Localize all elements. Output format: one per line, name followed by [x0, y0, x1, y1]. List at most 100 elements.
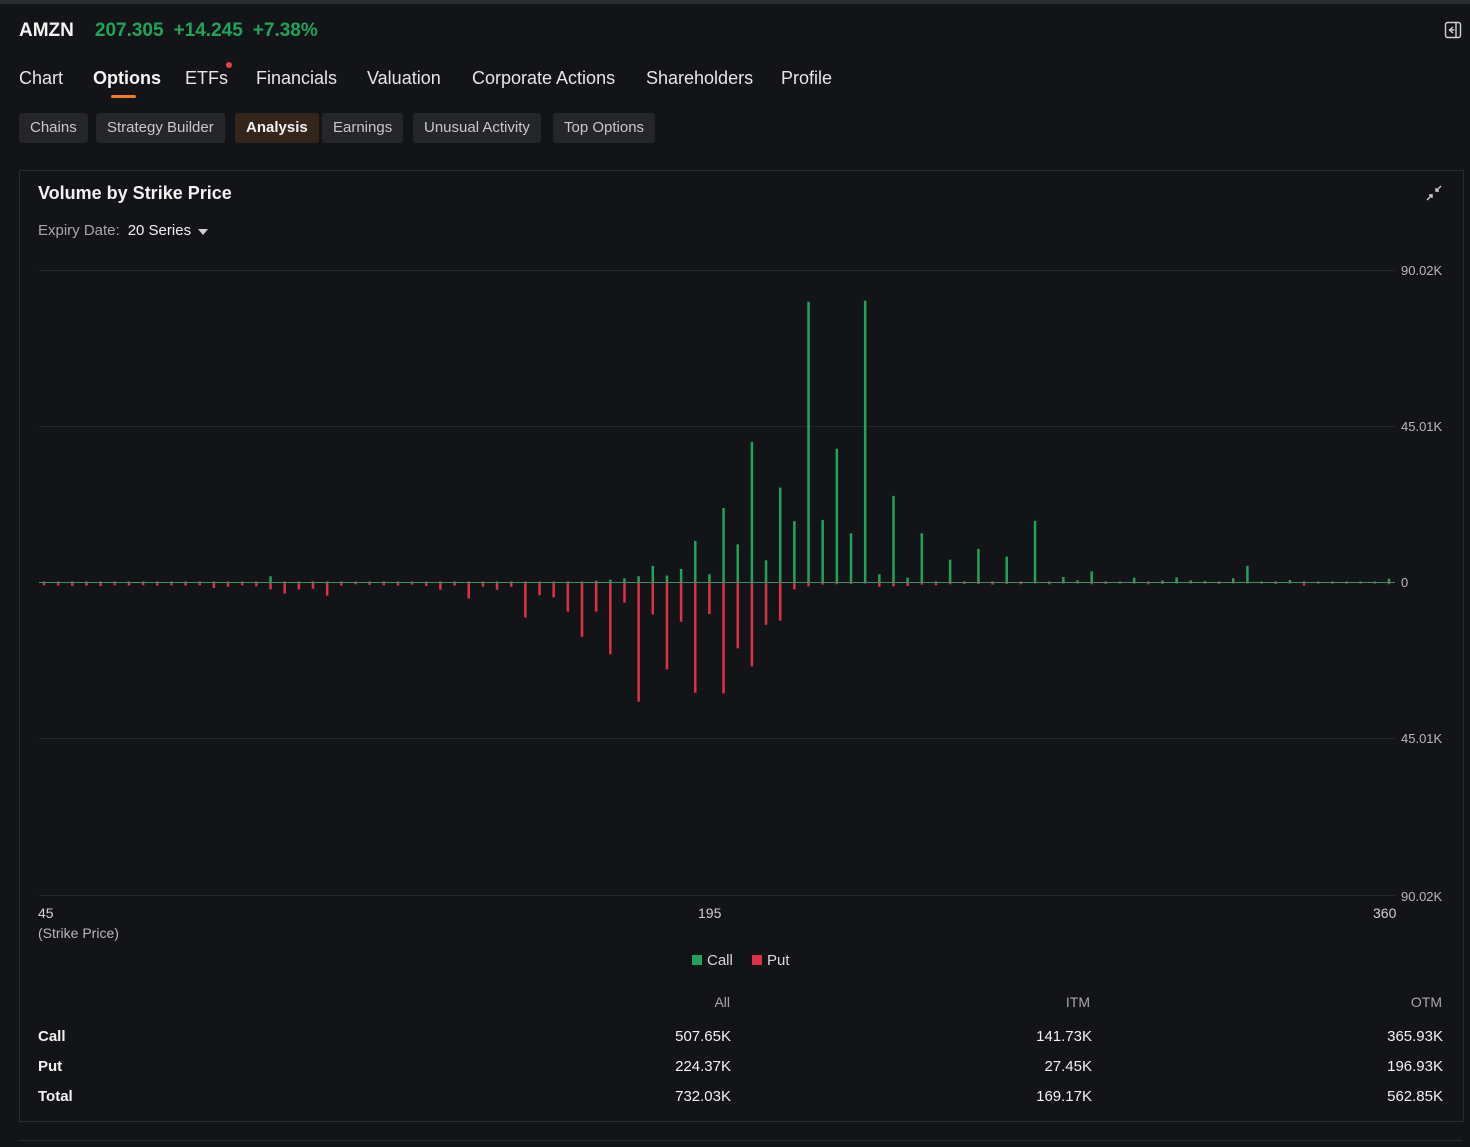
put-bar — [906, 582, 909, 586]
put-bar — [325, 582, 329, 596]
put-bar — [991, 582, 994, 585]
put-bar — [495, 582, 499, 590]
put-bar — [425, 582, 428, 586]
put-bar — [156, 582, 159, 586]
put-bar — [963, 582, 966, 584]
put-bar — [977, 582, 980, 584]
collapse-arrows-icon[interactable] — [1424, 183, 1444, 203]
put-bar — [849, 582, 853, 584]
row-label-call: Call — [38, 1028, 66, 1045]
call-bar — [934, 581, 938, 583]
legend-put-label: Put — [767, 951, 790, 969]
put-all-value: 224.37K — [675, 1058, 731, 1075]
put-bar — [410, 582, 414, 585]
ticker-header: AMZN 207.305 +14.245 +7.38% — [19, 19, 328, 43]
put-bar — [623, 582, 626, 603]
put-bar — [538, 582, 541, 596]
subtab-strategy-builder[interactable]: Strategy Builder — [96, 113, 225, 143]
column-header-itm: ITM — [1065, 994, 1090, 1010]
legend-call[interactable]: Call — [692, 951, 733, 969]
subtab-analysis[interactable]: Analysis — [235, 113, 319, 143]
call-bar — [863, 300, 867, 583]
put-otm-value: 196.93K — [1387, 1058, 1443, 1075]
price-change-percent: +7.38% — [252, 20, 318, 41]
expiry-value[interactable]: 20 Series — [127, 222, 192, 239]
legend-put[interactable]: Put — [752, 951, 790, 969]
tab-etfs[interactable]: ETFs — [185, 68, 228, 88]
put-bar — [1147, 582, 1150, 585]
last-price: 207.305 — [94, 20, 164, 41]
y-tick-label: 0 — [1401, 575, 1409, 590]
put-bar — [1274, 582, 1277, 584]
call-bar — [651, 565, 655, 583]
put-bar — [509, 582, 513, 587]
call-bar — [977, 548, 980, 583]
put-bar — [1345, 582, 1348, 584]
call-bar — [594, 580, 598, 583]
put-bar — [750, 582, 754, 667]
tab-options[interactable]: Options — [93, 68, 161, 88]
call-bar — [1387, 578, 1391, 583]
subtab-chains[interactable]: Chains — [19, 113, 88, 143]
volume-by-strike-card — [19, 170, 1464, 1122]
tab-corporate-actions[interactable]: Corporate Actions — [472, 68, 616, 88]
put-bar — [127, 582, 131, 586]
x-tick-label: 45 — [38, 905, 54, 921]
call-bar — [750, 441, 754, 583]
put-bar — [467, 582, 470, 599]
call-bar — [1260, 581, 1263, 583]
call-swatch — [692, 955, 702, 965]
put-bar — [141, 582, 145, 586]
call-bar — [764, 560, 768, 583]
call-all-value: 507.65K — [675, 1028, 731, 1045]
call-bar — [1246, 565, 1249, 583]
collapse-panel-icon[interactable] — [1444, 21, 1462, 39]
put-bar — [1062, 582, 1065, 584]
put-bar — [439, 582, 442, 590]
tab-profile[interactable]: Profile — [781, 68, 833, 88]
expiry-selector[interactable]: Expiry Date: 20 Series — [38, 222, 209, 239]
call-bar — [1005, 556, 1008, 583]
tab-chart[interactable]: Chart — [19, 68, 64, 88]
put-bar — [368, 582, 371, 585]
subtab-earnings[interactable]: Earnings — [322, 113, 404, 143]
put-bar — [1359, 582, 1362, 584]
x-tick-label: 360 — [1373, 905, 1397, 921]
call-bar — [609, 579, 612, 583]
call-bar — [892, 495, 895, 583]
subtab-top-options[interactable]: Top Options — [553, 113, 656, 143]
put-bar — [1019, 582, 1023, 585]
call-itm-value: 141.73K — [1036, 1028, 1092, 1045]
put-bar — [396, 582, 400, 586]
put-bar — [665, 582, 669, 670]
subtab-unusual-activity[interactable]: Unusual Activity — [413, 113, 541, 143]
total-otm-value: 562.85K — [1387, 1088, 1443, 1105]
put-bar — [1132, 582, 1136, 584]
put-bar — [793, 582, 796, 590]
call-bar — [1331, 581, 1334, 583]
chevron-down-icon[interactable] — [198, 228, 209, 235]
row-label-total: Total — [38, 1088, 73, 1105]
put-bar — [651, 582, 655, 615]
put-bar — [184, 582, 187, 586]
call-bar — [1232, 578, 1235, 583]
put-bar — [821, 582, 824, 585]
call-bar — [1274, 581, 1277, 583]
put-bar — [1033, 582, 1037, 584]
tab-shareholders[interactable]: Shareholders — [646, 68, 754, 88]
call-bar — [679, 568, 683, 583]
put-bar — [1047, 582, 1051, 585]
call-bar — [566, 581, 570, 583]
put-bar — [920, 582, 924, 585]
put-bar — [1387, 582, 1391, 585]
call-bar — [1345, 581, 1348, 583]
tab-financials[interactable]: Financials — [256, 68, 338, 88]
call-bar — [963, 581, 966, 583]
y-tick-label: 90.02K — [1401, 889, 1443, 904]
tab-valuation[interactable]: Valuation — [367, 68, 441, 88]
call-bar — [1104, 581, 1108, 583]
put-bar — [948, 582, 952, 585]
put-bar — [778, 582, 782, 621]
call-bar — [1033, 520, 1037, 583]
y-tick-label: 45.01K — [1401, 419, 1443, 434]
